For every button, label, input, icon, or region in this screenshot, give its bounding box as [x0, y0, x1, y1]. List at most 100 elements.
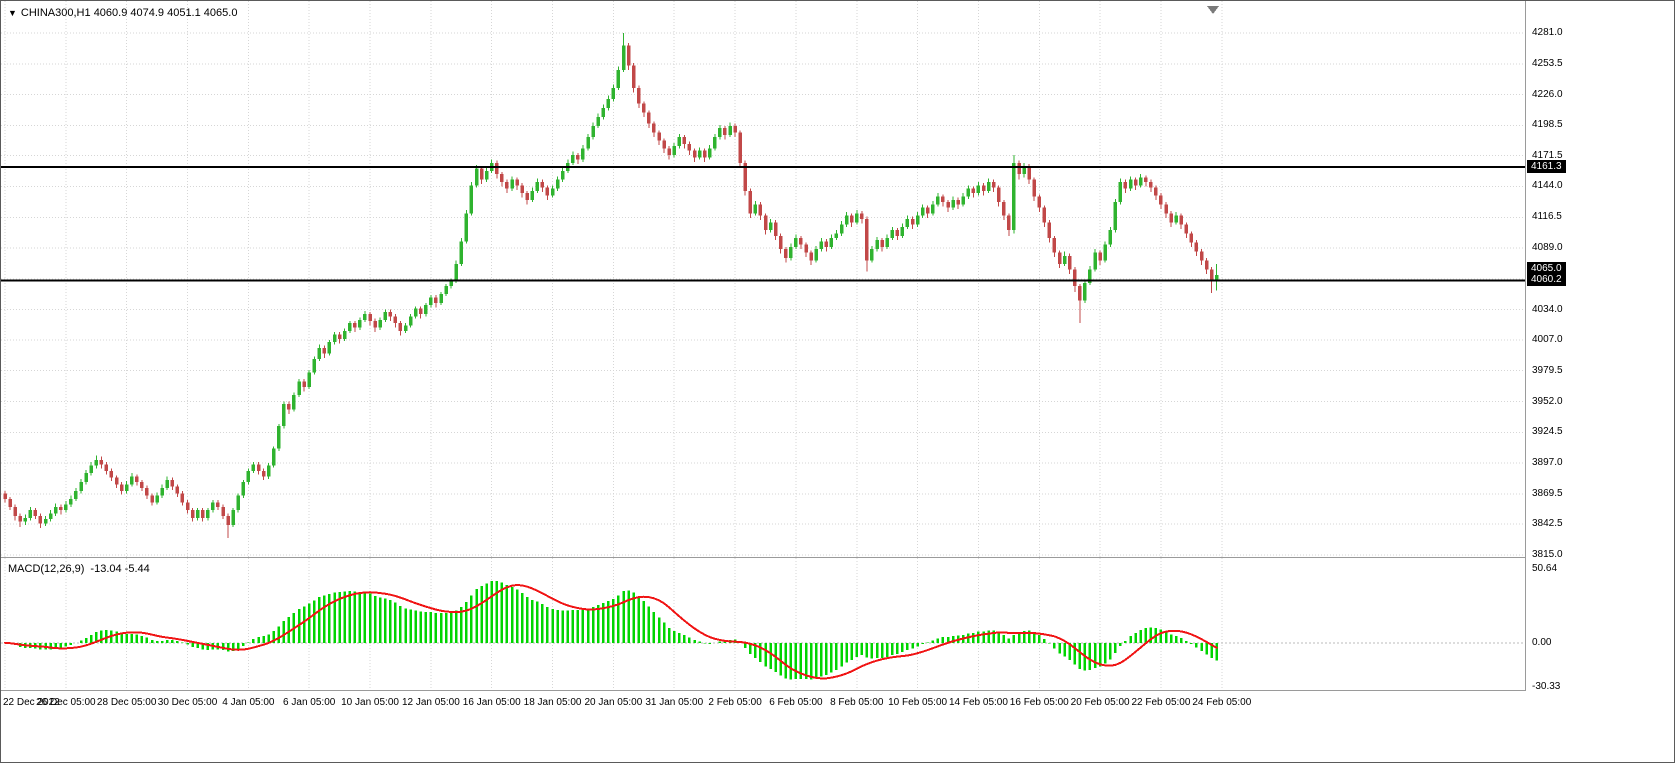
- candle-up: [195, 510, 200, 519]
- candle-down: [880, 240, 884, 247]
- macd-signal-line: [4, 583, 1218, 680]
- pane-separator-bottom[interactable]: [1, 690, 1674, 691]
- price-axis-label: 3869.5: [1532, 487, 1563, 499]
- pane-separator[interactable]: [1, 557, 1674, 558]
- time-axis-label: 16 Jan 05:00: [462, 697, 521, 708]
- candle-up: [94, 459, 99, 466]
- candle-down: [515, 179, 519, 186]
- candle-up: [753, 204, 758, 214]
- candle-up: [915, 215, 920, 225]
- candle-down: [1073, 269, 1077, 287]
- candle-up: [601, 108, 606, 118]
- candle-down: [1179, 215, 1183, 225]
- candle-up: [611, 87, 616, 100]
- candle-up: [697, 150, 702, 158]
- candle-down: [895, 230, 900, 236]
- candle-down: [175, 486, 180, 494]
- candle-up: [89, 465, 93, 474]
- candle-down: [1159, 195, 1163, 205]
- candle-up: [931, 204, 935, 214]
- candle-up: [1108, 230, 1113, 245]
- level-price-tag[interactable]: 4161.3: [1527, 160, 1566, 174]
- candle-down: [1032, 179, 1036, 197]
- price-axis[interactable]: 4281.0 4253.5 4226.0 4198.5 4171.5 4144.0 4116…: [1525, 1, 1674, 692]
- time-axis-label: 20 Jan 05:00: [584, 697, 643, 708]
- candle-down: [1144, 177, 1148, 182]
- time-axis-label: 18 Jan 05:00: [523, 697, 582, 708]
- candle-down: [434, 297, 438, 303]
- price-axis-label: 3815.0: [1532, 549, 1563, 560]
- macd-name: MACD(12,26,9): [8, 563, 85, 575]
- candle-down: [18, 515, 22, 522]
- candle-up: [885, 237, 889, 247]
- candle-down: [1209, 269, 1214, 280]
- candle-down: [733, 125, 737, 133]
- candle-up: [875, 240, 879, 250]
- candle-down: [723, 128, 727, 135]
- candle-down: [135, 476, 139, 483]
- candle-down: [221, 506, 225, 516]
- candle-down: [190, 510, 195, 519]
- candle-up: [454, 263, 458, 281]
- level-price-tag[interactable]: 4060.2: [1527, 273, 1566, 287]
- candle-up: [718, 128, 722, 138]
- candle-down: [682, 137, 687, 144]
- macd-indicator-label: MACD(12,26,9) -13.04 -5.44: [8, 563, 156, 575]
- candle-down: [784, 249, 788, 259]
- candle-up: [69, 498, 73, 505]
- candle-down: [495, 162, 499, 175]
- candle-up: [535, 181, 540, 191]
- candle-down: [692, 150, 697, 158]
- candle-down: [388, 311, 393, 317]
- candle-down: [545, 187, 550, 196]
- candle-up: [839, 224, 844, 234]
- candle-up: [464, 213, 469, 242]
- candle-down: [637, 87, 641, 104]
- candle-down: [941, 196, 945, 203]
- candle-up: [160, 487, 164, 496]
- candle-down: [687, 143, 692, 151]
- candle-down: [576, 155, 580, 160]
- candle-up: [79, 482, 83, 492]
- candle-down: [626, 45, 631, 66]
- candle-up: [53, 506, 58, 514]
- candle-up: [130, 476, 134, 485]
- candle-up: [413, 308, 418, 317]
- macd-values: -13.04 -5.44: [90, 563, 150, 575]
- candle-down: [373, 320, 377, 328]
- price-axis-label: 3952.0: [1532, 395, 1563, 407]
- candle-up: [449, 280, 453, 287]
- time-axis-label: 24 Feb 05:00: [1192, 697, 1252, 708]
- candle-up: [1088, 269, 1092, 283]
- candle-up: [1022, 166, 1026, 175]
- candle-down: [860, 213, 864, 219]
- candle-down: [865, 218, 869, 261]
- candle-up: [677, 137, 682, 147]
- candle-up: [571, 155, 575, 163]
- candle-up: [277, 426, 281, 449]
- candle-up: [236, 495, 240, 511]
- candle-down: [1133, 179, 1138, 186]
- time-axis[interactable]: 22 Dec 2022 26 Dec 05:00 28 Dec 05:00 30 De…: [1, 691, 1674, 721]
- macd-chart-canvas[interactable]: [1, 558, 1525, 691]
- candle-up: [1128, 179, 1133, 189]
- one-click-trading-icon[interactable]: ▼: [8, 8, 17, 18]
- candle-down: [520, 185, 524, 194]
- symbol-ohlc-label: ▼ CHINA300,H1 4060.9 4074.9 4051.1 4065.0: [8, 7, 237, 19]
- candle-down: [1194, 242, 1199, 252]
- candle-down: [763, 215, 768, 231]
- time-axis-label: 10 Feb 05:00: [888, 697, 948, 708]
- candle-up: [1012, 162, 1016, 231]
- candle-up: [429, 297, 433, 306]
- candle-down: [667, 148, 671, 156]
- candle-down: [505, 181, 509, 189]
- candle-up: [713, 137, 717, 149]
- price-chart-canvas[interactable]: [1, 1, 1525, 558]
- candle-down: [368, 314, 372, 321]
- candle-up: [890, 230, 894, 238]
- candle-up: [819, 241, 824, 250]
- candle-up: [834, 233, 839, 238]
- candle-up: [728, 125, 732, 135]
- candle-down: [1052, 237, 1057, 253]
